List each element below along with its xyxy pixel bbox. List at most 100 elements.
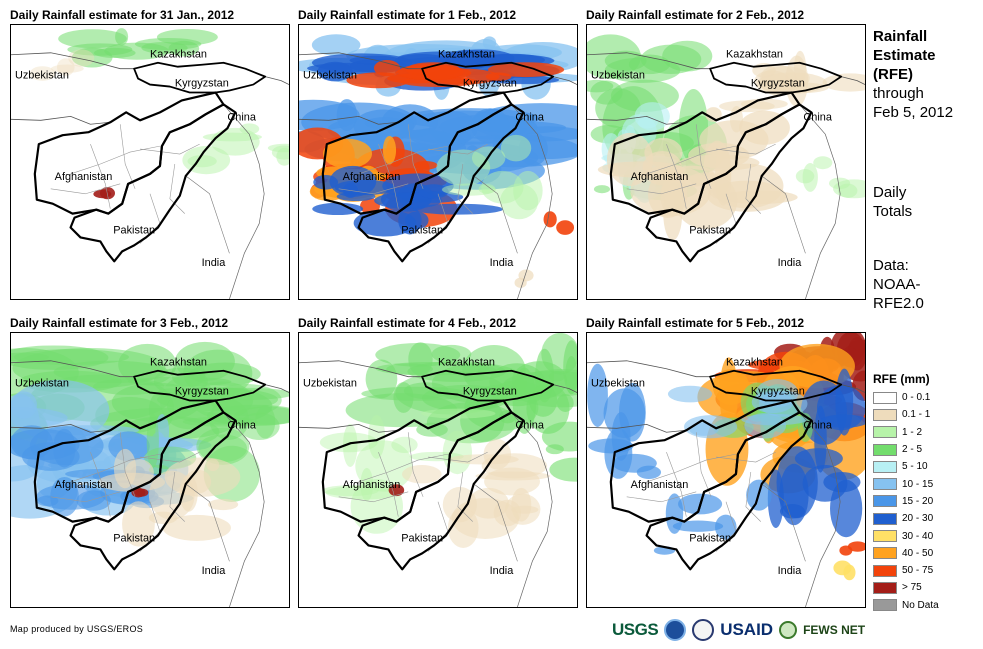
rainfall-area bbox=[587, 363, 608, 427]
logo-strip: USGS USAID FEWS NET bbox=[612, 616, 865, 644]
country-label-china: China bbox=[515, 419, 544, 431]
legend-item: 10 - 15 bbox=[873, 475, 939, 492]
admin-boundary bbox=[119, 432, 136, 497]
legend-item: 15 - 20 bbox=[873, 493, 939, 510]
pakistan-border bbox=[69, 411, 237, 571]
admin-boundary bbox=[358, 453, 448, 483]
country-border bbox=[553, 384, 577, 393]
admin-boundary bbox=[338, 183, 409, 195]
panel-title: Daily Rainfall estimate for 5 Feb., 2012 bbox=[586, 316, 805, 330]
rainfall-area bbox=[368, 414, 386, 459]
rainfall-area bbox=[373, 60, 401, 77]
panel-title: Daily Rainfall estimate for 2 Feb., 2012 bbox=[586, 8, 805, 22]
rainfall-area bbox=[819, 414, 865, 428]
admin-boundary bbox=[666, 452, 687, 517]
rainfall-area bbox=[206, 458, 220, 472]
rainfall-area bbox=[556, 220, 575, 235]
rainfall-area bbox=[13, 349, 130, 365]
kyrgyzstan-border bbox=[421, 369, 555, 402]
country-border bbox=[511, 412, 553, 607]
rainfall-area bbox=[118, 343, 177, 386]
country-border bbox=[799, 104, 841, 299]
legend-item: 5 - 10 bbox=[873, 458, 939, 475]
pakistan-border bbox=[357, 411, 525, 571]
panel-title: Daily Rainfall estimate for 31 Jan., 201… bbox=[10, 8, 235, 22]
legend-item: 2 - 5 bbox=[873, 441, 939, 458]
legend-label: No Data bbox=[902, 599, 939, 611]
country-label-china: China bbox=[227, 111, 256, 123]
admin-boundary bbox=[140, 143, 200, 155]
panel-title: Daily Rainfall estimate for 1 Feb., 2012 bbox=[298, 8, 517, 22]
country-label-pakistan: Pakistan bbox=[689, 532, 731, 544]
kyrgyzstan-border bbox=[421, 61, 555, 94]
rainfall-area bbox=[68, 49, 95, 67]
legend-item: 20 - 30 bbox=[873, 510, 939, 527]
sidebar-totals: Daily Totals bbox=[873, 183, 912, 221]
rainfall-area bbox=[202, 132, 262, 142]
map-canvas: Kazakhstan Uzbekistan Kyrgyzstan China Afgha… bbox=[11, 341, 289, 607]
country-border bbox=[587, 115, 687, 125]
kyrgyzstan-border bbox=[133, 61, 267, 94]
rainfall-area bbox=[833, 560, 852, 576]
legend-label: > 75 bbox=[902, 582, 922, 594]
country-label-afghanistan: Afghanistan bbox=[631, 479, 689, 491]
pakistan-border bbox=[69, 103, 237, 263]
rainfall-area bbox=[759, 390, 808, 417]
rainfall-area bbox=[822, 73, 865, 92]
country-label-india: India bbox=[778, 565, 803, 577]
rainfall-area bbox=[322, 485, 379, 497]
kyrgyzstan-border bbox=[709, 369, 843, 402]
rainfall-area bbox=[672, 520, 724, 532]
rainfall-area bbox=[500, 134, 532, 162]
legend-item: 0 - 0.1 bbox=[873, 389, 939, 406]
country-label-kyrgyzstan: Kyrgyzstan bbox=[463, 78, 517, 90]
rainfall-map: Kazakhstan Uzbekistan Kyrgyzstan China Afgha… bbox=[586, 332, 866, 608]
legend-item: 40 - 50 bbox=[873, 545, 939, 562]
rainfall-area bbox=[741, 413, 807, 426]
rainfall-area bbox=[593, 185, 610, 194]
legend-label: 5 - 10 bbox=[902, 461, 928, 473]
rainfall-area bbox=[837, 183, 858, 198]
country-border bbox=[473, 175, 518, 254]
country-label-uzbekistan: Uzbekistan bbox=[303, 378, 357, 390]
country-border bbox=[761, 483, 806, 562]
rainfall-area bbox=[124, 459, 154, 487]
sidebar-data-source: Data: NOAA- RFE2.0 bbox=[873, 256, 924, 313]
rainfall-area bbox=[739, 110, 790, 145]
legend-swatch bbox=[873, 547, 897, 560]
rainfall-area bbox=[29, 426, 104, 466]
rainfall-area bbox=[705, 107, 722, 122]
rainfall-area bbox=[468, 487, 509, 519]
admin-boundary bbox=[626, 491, 697, 503]
country-label-afghanistan: Afghanistan bbox=[343, 479, 401, 491]
rainfall-area bbox=[391, 436, 418, 454]
admin-boundary bbox=[666, 144, 687, 209]
rainfall-area bbox=[684, 415, 738, 439]
rainfall-area bbox=[388, 484, 405, 497]
rainfall-area bbox=[397, 64, 464, 80]
pakistan-border bbox=[357, 103, 525, 263]
rainfall-area bbox=[360, 467, 374, 502]
usaid-logo: USAID bbox=[720, 620, 774, 639]
country-label-india: India bbox=[490, 565, 515, 577]
country-border bbox=[223, 104, 265, 299]
rainfall-area bbox=[312, 202, 364, 216]
legend-label: 50 - 75 bbox=[902, 565, 934, 577]
country-border bbox=[299, 360, 423, 378]
data-source-line: NOAA- bbox=[873, 276, 921, 293]
country-label-china: China bbox=[803, 419, 832, 431]
rainfall-area bbox=[612, 453, 657, 473]
rainfall-area bbox=[667, 385, 713, 403]
country-label-kyrgyzstan: Kyrgyzstan bbox=[463, 386, 517, 398]
rainfall-area bbox=[56, 58, 75, 76]
admin-boundary bbox=[745, 163, 761, 214]
rainfall-area bbox=[478, 183, 496, 194]
rainfall-area bbox=[311, 34, 361, 56]
country-border bbox=[587, 52, 711, 70]
country-border bbox=[185, 483, 230, 562]
fews-net-logo: FEWS NET bbox=[803, 623, 866, 637]
rainfall-area bbox=[549, 457, 577, 482]
admin-boundary bbox=[626, 183, 697, 195]
admin-boundary bbox=[695, 432, 712, 497]
country-label-pakistan: Pakistan bbox=[113, 224, 155, 236]
